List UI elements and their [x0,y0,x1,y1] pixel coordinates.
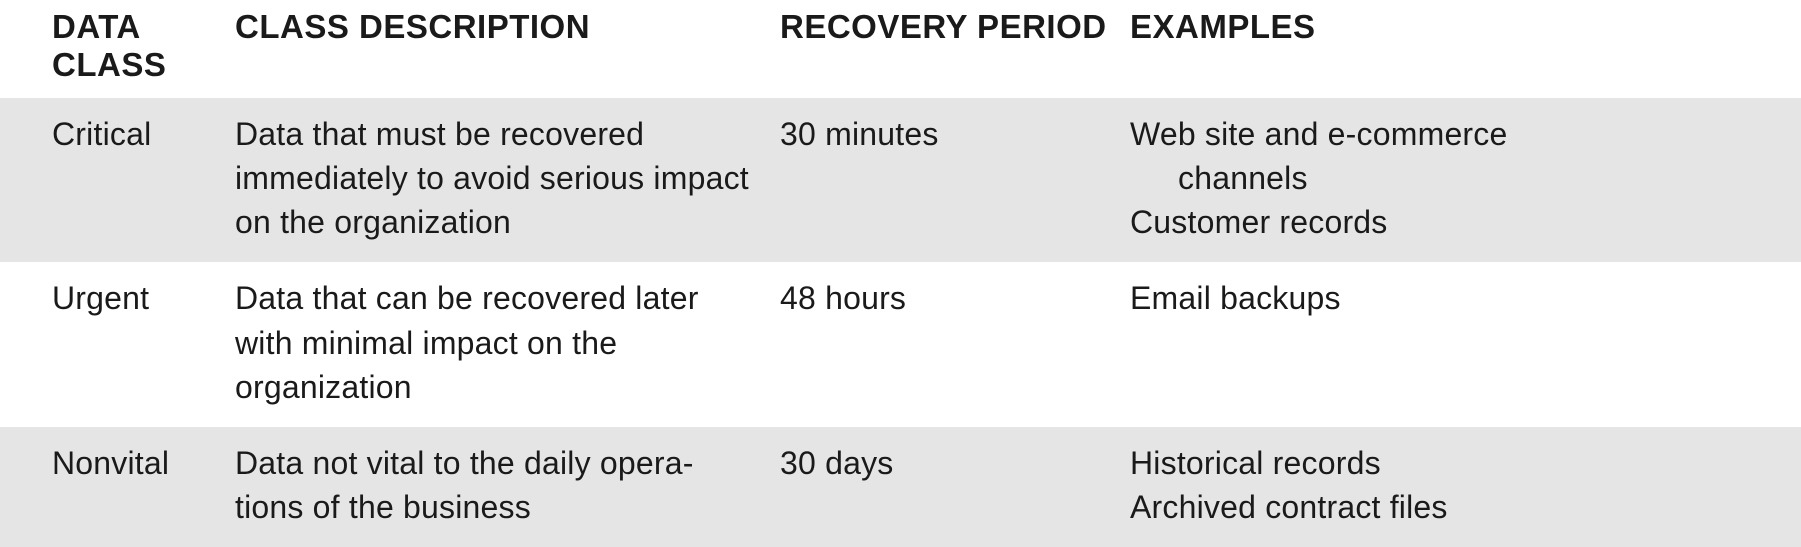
cell-description: Data not vital to the daily opera­tions … [235,427,780,547]
col-recovery-period: RECOVERY PERIOD [780,0,1130,98]
cell-data-class: Urgent [0,262,235,426]
table-row: NonvitalData not vital to the daily oper… [0,427,1801,547]
cell-description: Data that can be recovered later with mi… [235,262,780,426]
example-line: Archived contract files [1130,485,1771,529]
example-line: Customer records [1130,200,1771,244]
cell-data-class: Nonvital [0,427,235,547]
cell-recovery-period: 30 minutes [780,98,1130,262]
example-line: Web site and e-commerce [1130,112,1771,156]
table-row: UrgentData that can be recovered later w… [0,262,1801,426]
cell-examples: Historical recordsArchived contract file… [1130,427,1801,547]
cell-examples: Web site and e-commercechannelsCustomer … [1130,98,1801,262]
cell-description: Data that must be recovered immediately … [235,98,780,262]
example-line: Email backups [1130,276,1771,320]
table-header-row: DATA CLASS CLASS DESCRIPTION RECOVERY PE… [0,0,1801,98]
cell-recovery-period: 48 hours [780,262,1130,426]
cell-data-class: Critical [0,98,235,262]
data-classification-table: DATA CLASS CLASS DESCRIPTION RECOVERY PE… [0,0,1801,547]
cell-examples: Email backups [1130,262,1801,426]
table-row: CriticalData that must be recovered imme… [0,98,1801,262]
example-line: Historical records [1130,441,1771,485]
table-body: CriticalData that must be recovered imme… [0,98,1801,547]
col-class-description: CLASS DESCRIPTION [235,0,780,98]
col-data-class: DATA CLASS [0,0,235,98]
col-examples: EXAMPLES [1130,0,1801,98]
example-line: channels [1130,156,1771,200]
cell-recovery-period: 30 days [780,427,1130,547]
